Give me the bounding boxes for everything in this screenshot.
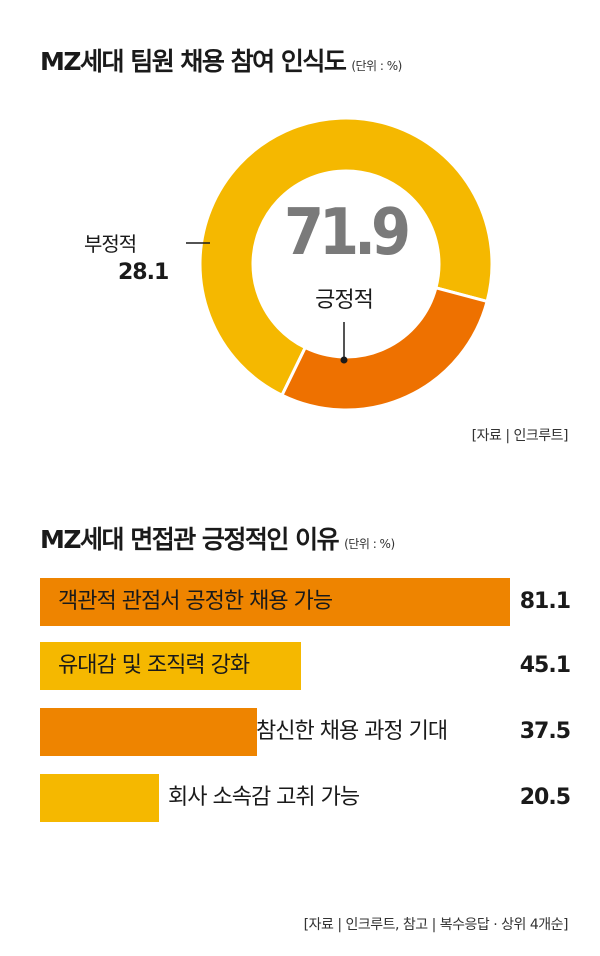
bar-value-4: 20.5 (519, 785, 571, 810)
donut-source: [자료 | 인크루트] (471, 428, 569, 444)
positive-label: 긍정적 (315, 288, 374, 313)
bar-4 (40, 774, 159, 822)
donut-slice-negative (279, 285, 489, 412)
donut-chart (186, 116, 494, 412)
bar-chart-title: MZ세대 면접관 긍정적인 이유 (단위 : %) (40, 525, 395, 554)
bar-3 (40, 708, 258, 756)
negative-value: 28.1 (118, 260, 169, 285)
donut-chart-title: MZ세대 팀원 채용 참여 인식도 (단위 : %) (40, 47, 402, 76)
bar-label-1: 객관적 관점서 공정한 채용 가능 (58, 589, 333, 614)
bar-label-2: 유대감 및 조직력 강화 (58, 653, 250, 678)
donut-slice-positive (198, 116, 494, 398)
positive-leader-dot (340, 356, 348, 364)
bar-value-3: 37.5 (519, 719, 571, 744)
negative-label: 부정적 (84, 232, 137, 256)
bar-source: [자료 | 인크루트, 참고 | 복수응답 · 상위 4개순] (303, 917, 569, 933)
bar-value-2: 45.1 (519, 653, 571, 678)
bar-chart-unit: (단위 : %) (344, 537, 395, 551)
bar-value-1: 81.1 (519, 589, 571, 614)
donut-chart-unit: (단위 : %) (351, 59, 402, 73)
bar-2 (40, 642, 302, 690)
bar-label-4: 회사 소속감 고취 가능 (168, 785, 360, 810)
positive-value: 71.9 (283, 196, 411, 270)
bar-1 (40, 578, 510, 626)
bar-label-3: 참신한 채용 과정 기대 (256, 719, 448, 744)
